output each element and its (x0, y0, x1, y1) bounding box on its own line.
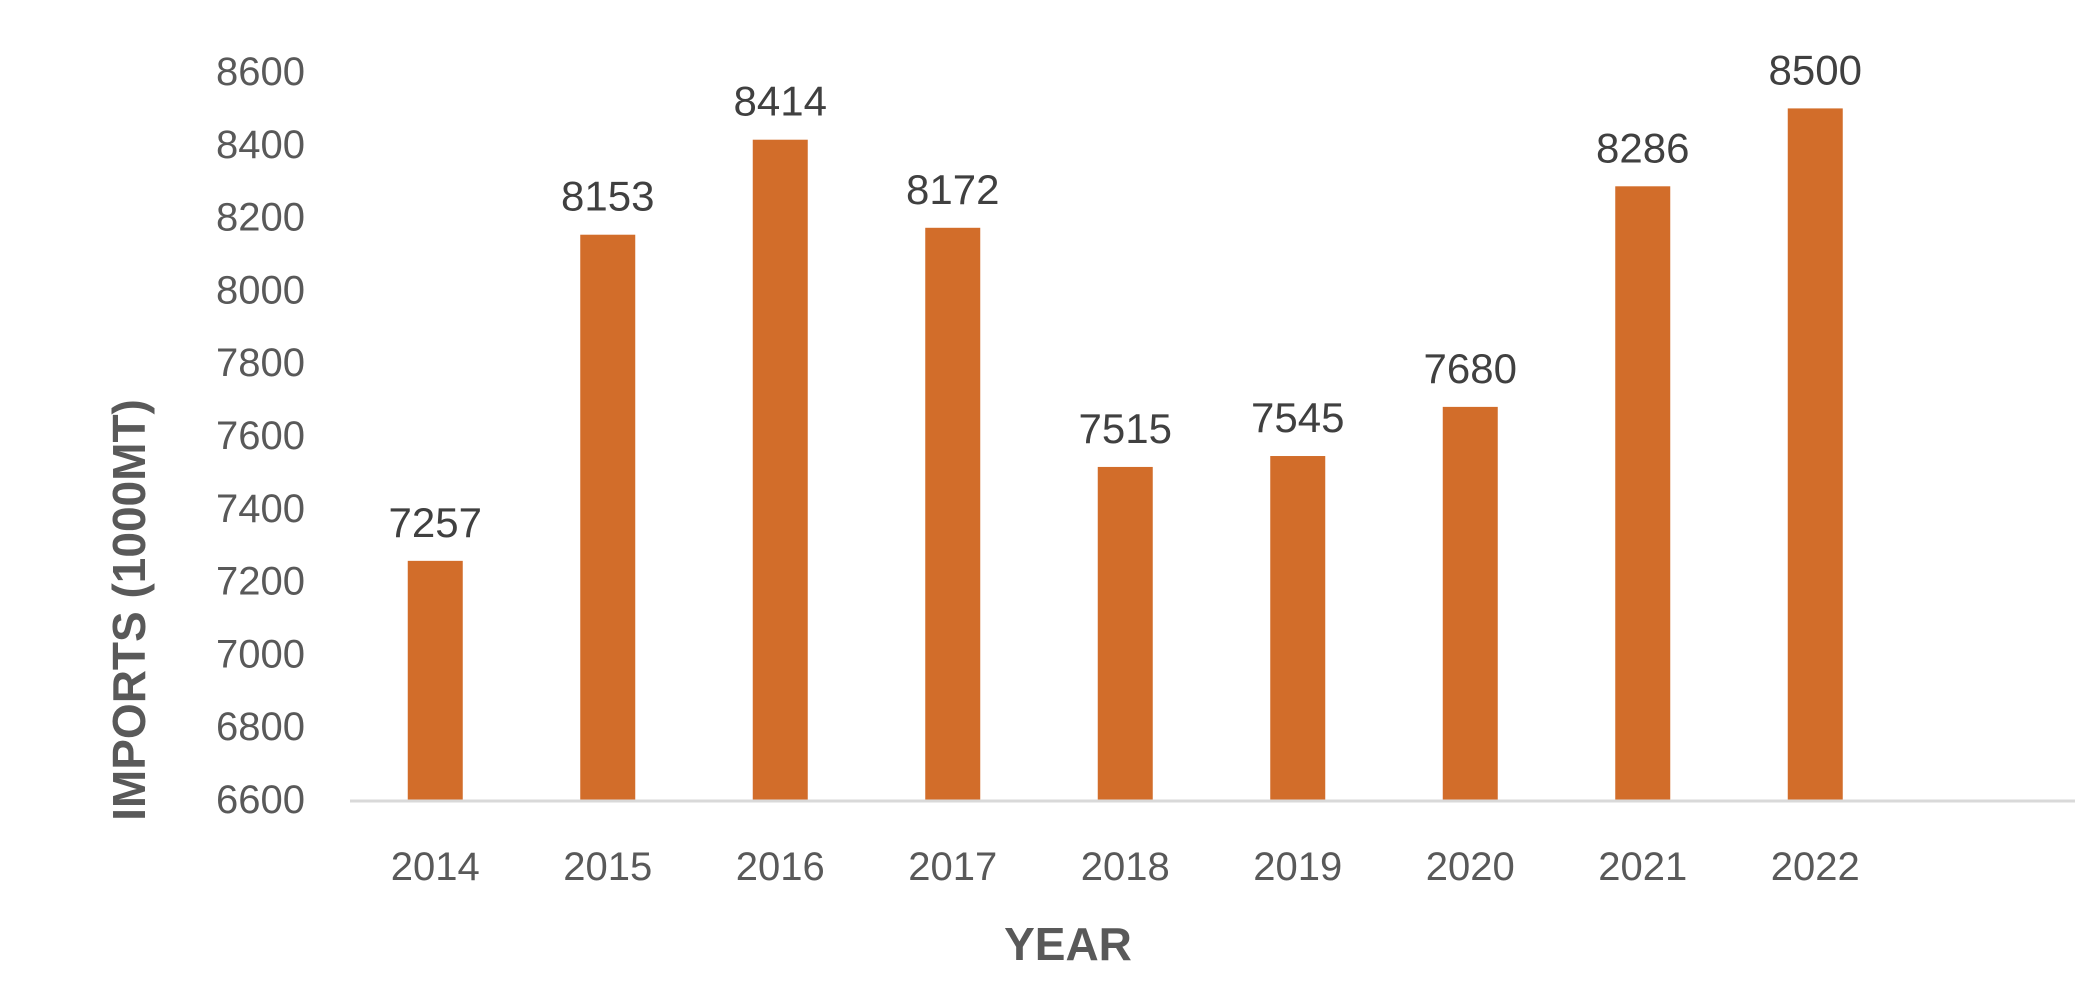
bar (580, 234, 636, 800)
x-tick-label: 2017 (908, 845, 997, 889)
bar (1787, 108, 1843, 800)
bar (1097, 466, 1153, 800)
data-label: 8286 (1596, 124, 1689, 171)
y-tick-label: 6600 (216, 778, 305, 822)
y-tick-label: 7600 (216, 414, 305, 458)
x-tick-label: 2018 (1081, 845, 1170, 889)
bar (1270, 456, 1326, 800)
y-tick-label: 7400 (216, 487, 305, 531)
bar (925, 227, 981, 801)
bars (407, 108, 1843, 801)
y-tick-label: 8400 (216, 123, 305, 167)
y-tick-label: 8000 (216, 268, 305, 312)
bar (407, 560, 463, 800)
data-label: 7680 (1424, 345, 1517, 392)
y-tick-label: 7800 (216, 341, 305, 385)
x-tick-label: 2016 (736, 845, 825, 889)
x-tick-label: 2022 (1771, 845, 1860, 889)
y-tick-label: 7000 (216, 632, 305, 676)
data-label: 8500 (1769, 46, 1862, 93)
x-tick-label: 2015 (563, 845, 652, 889)
data-label: 8153 (561, 173, 654, 220)
y-tick-label: 8200 (216, 196, 305, 240)
y-axis-tick-labels: 6600 6800 7000 7200 7400 7600 7800 8000 8200 8400… (216, 50, 305, 822)
data-label: 7257 (389, 499, 482, 546)
y-tick-label: 8600 (216, 50, 305, 94)
x-tick-label: 2020 (1426, 845, 1515, 889)
x-axis-title: YEAR (1004, 918, 1132, 970)
data-label: 8414 (734, 78, 827, 125)
bar (752, 139, 808, 801)
data-label: 7545 (1251, 394, 1344, 441)
x-tick-label: 2019 (1253, 845, 1342, 889)
y-tick-label: 7200 (216, 560, 305, 604)
data-label: 7515 (1079, 405, 1172, 452)
y-tick-label: 6800 (216, 705, 305, 749)
bar (1615, 186, 1671, 800)
data-labels: 7257 8153 8414 8172 7515 7545 7680 8286 8500 (389, 46, 1862, 545)
x-axis-tick-labels: 2014 2015 2016 2017 2018 2019 2020 2021 2022 (391, 845, 1860, 889)
x-tick-label: 2021 (1598, 845, 1687, 889)
bar (1442, 406, 1498, 800)
x-tick-label: 2014 (391, 845, 480, 889)
y-axis-title: IMPORTS (1000MT) (103, 399, 155, 821)
data-label: 8172 (906, 166, 999, 213)
